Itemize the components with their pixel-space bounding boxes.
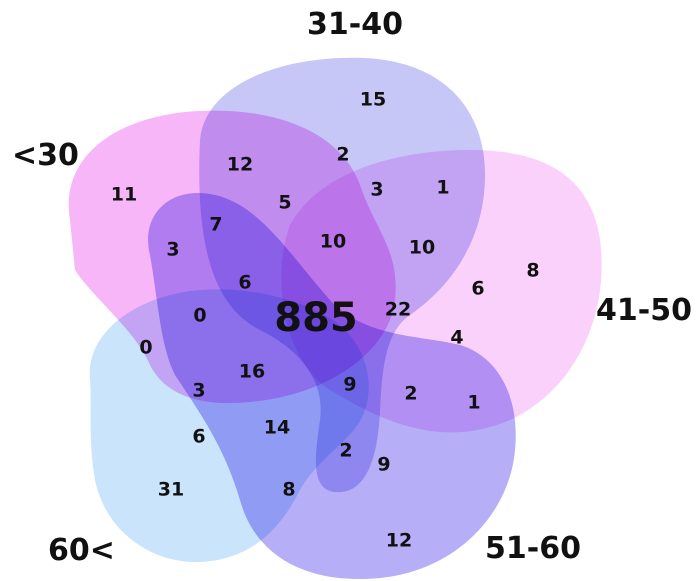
region-count: 16 [239,361,265,383]
region-count: 12 [227,154,253,176]
label-set-51-60: 51-60 [485,531,581,566]
region-count: 2 [339,440,352,462]
region-count: 15 [360,89,386,111]
region-count-core: 885 [274,295,358,341]
region-count: 2 [404,383,417,405]
region-count: 3 [370,179,383,201]
region-count: 31 [158,479,184,501]
region-count: 7 [209,214,222,236]
region-count: 2 [336,144,349,166]
region-count: 9 [343,374,356,396]
region-count: 1 [436,177,449,199]
region-count: 14 [264,417,290,439]
region-count: 8 [526,260,539,282]
label-set-41-50: 41-50 [596,293,692,328]
region-count: 4 [450,327,463,349]
region-count: 5 [278,192,291,214]
region-count: 9 [377,454,390,476]
region-count: 11 [111,184,137,206]
region-count: 8 [282,479,295,501]
label-set-under-30: <30 [12,138,79,173]
region-count: 22 [385,299,411,321]
set-60-plus-shape [89,289,369,563]
region-count: 1 [467,392,480,414]
label-set-60-plus: 60< [48,533,115,568]
region-count: 3 [166,239,179,261]
region-count: 6 [238,272,251,294]
region-count: 12 [386,530,412,552]
region-count: 3 [192,380,205,402]
region-count: 6 [471,278,484,300]
region-count: 0 [139,337,152,359]
region-count: 10 [320,231,346,253]
region-count: 6 [192,426,205,448]
label-set-31-40: 31-40 [307,7,403,42]
region-count: 0 [193,305,206,327]
region-count: 10 [409,237,435,259]
